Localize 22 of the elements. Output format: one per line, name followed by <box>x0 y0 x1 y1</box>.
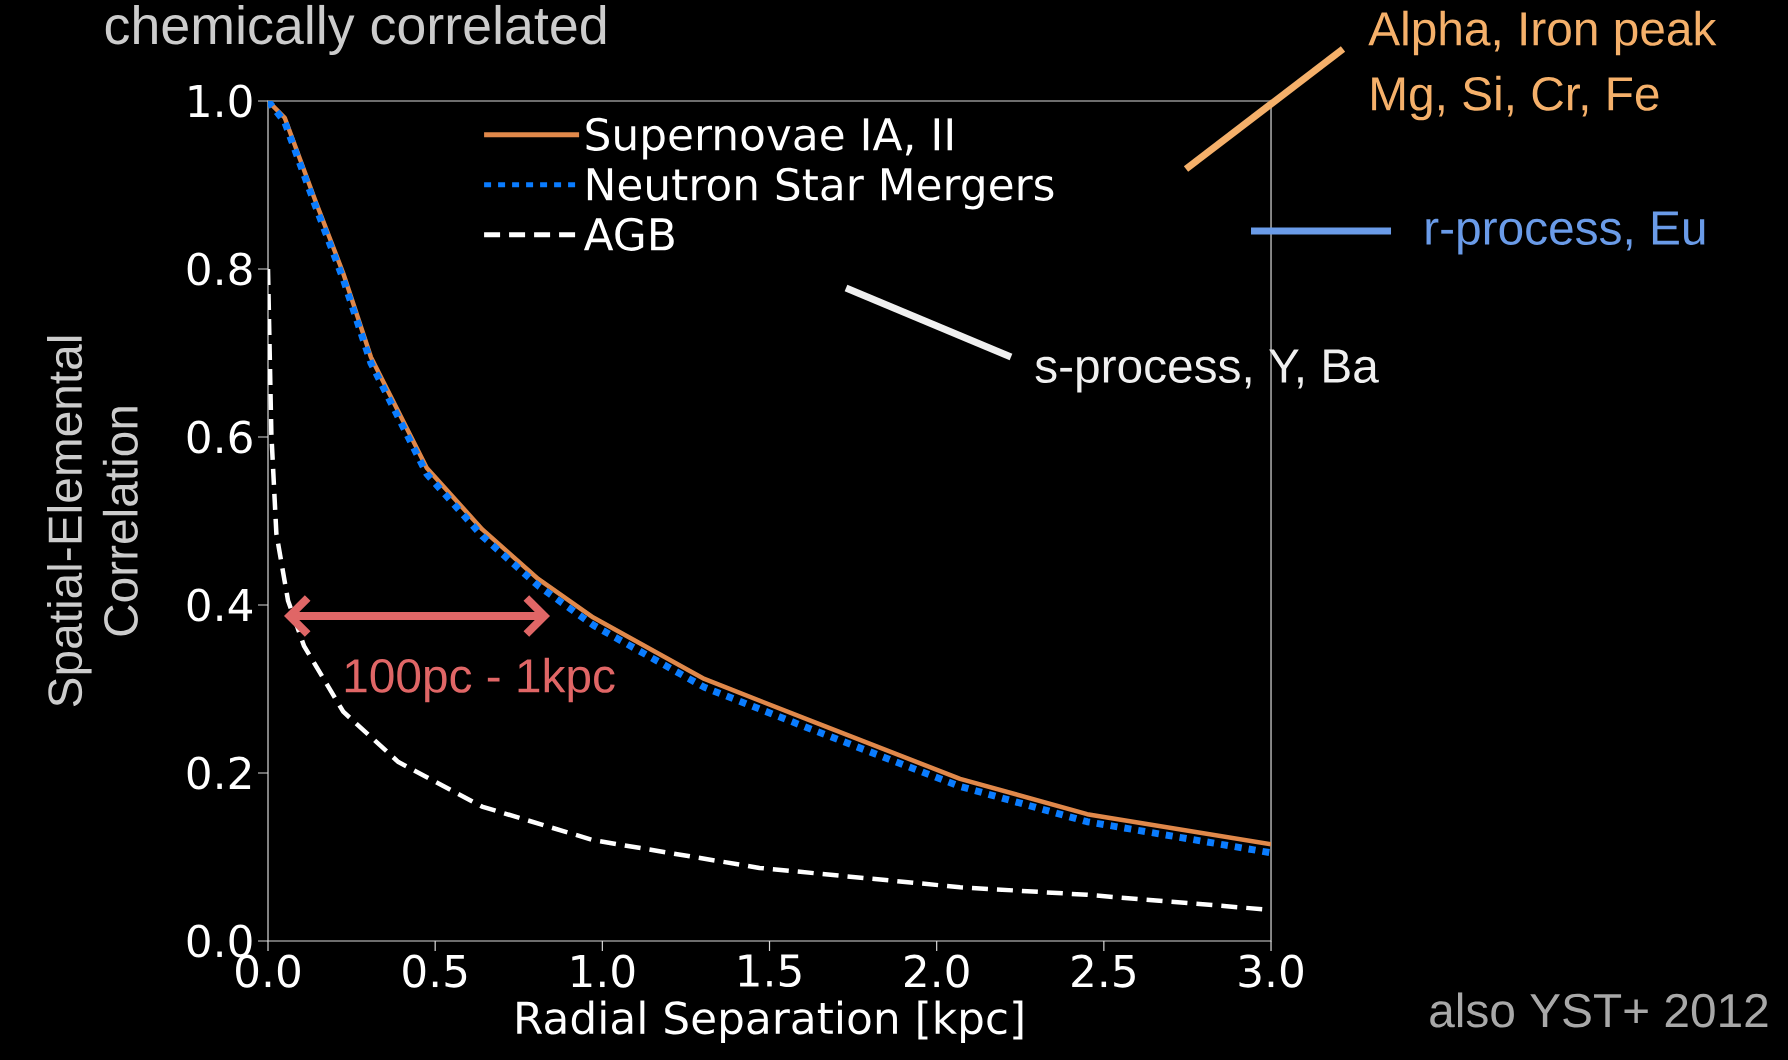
y-tick-label: 1.0 <box>189 84 252 118</box>
y-tick-label: 0.4 <box>187 588 253 622</box>
x-tick-label: 1.5 <box>739 954 801 988</box>
legend-label: Neutron Star Mergers <box>587 167 1054 210</box>
y-tick-label: 0.2 <box>187 756 251 790</box>
legend-label: Supernovae IA, II <box>586 117 952 160</box>
x-tick-label: 0.5 <box>403 954 467 988</box>
y-tick-label: 0.6 <box>187 420 252 454</box>
text: Alpha, Iron peak <box>1368 10 1717 56</box>
chart-title: chemically correlated <box>105 4 606 56</box>
legend-label: AGB <box>583 217 674 251</box>
x-tick-label: 3.0 <box>1239 954 1303 988</box>
x-tick-label: 1.0 <box>572 954 635 988</box>
x-axis-title: Radial Separation [kpc] <box>517 1000 1023 1043</box>
annotation: 100pc - 1kpc <box>345 657 615 703</box>
text: also YST+ 2012 <box>1430 992 1768 1028</box>
text: Mg, Si, Cr, Fe <box>1372 75 1659 121</box>
text: r-process, Eu <box>1426 211 1705 255</box>
x-tick-label: 2.5 <box>1072 954 1135 988</box>
y-tick-label: 0.8 <box>187 252 252 286</box>
x-tick-label: 2.0 <box>905 954 969 988</box>
y-axis-title: Spatial-Elemental Correlation <box>47 336 138 707</box>
